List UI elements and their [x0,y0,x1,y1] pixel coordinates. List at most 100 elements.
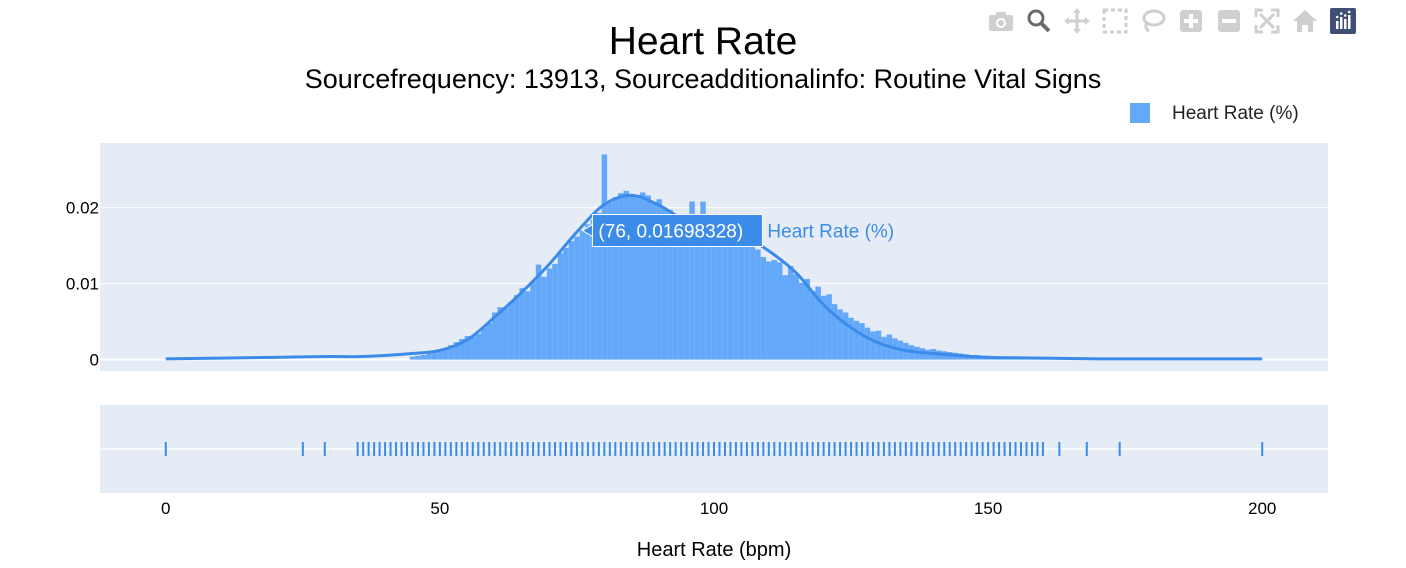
modebar [986,6,1366,36]
histogram-bar[interactable] [837,309,843,360]
histogram-bar[interactable] [415,355,421,360]
histogram-bar[interactable] [738,234,745,360]
histogram-bar[interactable] [579,230,586,360]
histogram-bar[interactable] [519,288,525,360]
histogram-bar[interactable] [694,214,701,360]
histogram-bar[interactable] [459,339,465,360]
legend[interactable]: Heart Rate (%) [1130,103,1299,124]
histogram-bar[interactable] [481,327,487,360]
histogram-bar[interactable] [486,323,492,360]
histogram-bar[interactable] [524,291,531,360]
histogram-bar[interactable] [442,348,449,360]
histogram-bar[interactable] [656,199,662,360]
histogram-bar[interactable] [831,304,838,360]
histogram-bar[interactable] [612,196,619,360]
histogram-bar[interactable] [508,301,514,360]
histogram-bar[interactable] [448,345,454,360]
histogram-bar[interactable] [453,342,460,360]
pan-icon[interactable] [1062,6,1092,36]
histogram-bar[interactable] [502,307,509,360]
histogram-bar[interactable] [870,331,876,360]
histogram-bar[interactable] [705,224,712,360]
autoscale-icon[interactable] [1252,6,1282,36]
histogram-bar[interactable] [820,295,827,360]
histogram-bar[interactable] [596,212,602,360]
histogram-bar[interactable] [409,356,416,360]
histogram-bar[interactable] [491,312,498,360]
histogram-bar[interactable] [530,281,536,360]
histogram-bar[interactable] [809,291,816,360]
histogram-bar[interactable] [650,202,657,360]
box-select-icon[interactable] [1100,6,1130,36]
histogram-bar[interactable] [574,236,580,360]
histogram-bar[interactable] [426,353,432,360]
plotly-logo-icon[interactable] [1328,6,1358,36]
histogram-bar[interactable] [431,352,438,360]
histogram-bar[interactable] [541,276,547,360]
histogram-bar[interactable] [645,195,651,360]
histogram-bar[interactable] [711,227,717,360]
histogram-bar[interactable] [420,355,427,360]
histogram-bar[interactable] [842,312,849,360]
histogram-bar[interactable] [678,215,684,360]
zoom-icon[interactable] [1024,6,1054,36]
histogram-bar[interactable] [875,330,882,360]
histogram-bar[interactable] [788,266,794,360]
histogram-bar[interactable] [497,307,503,360]
histogram-bar[interactable] [798,282,805,360]
histogram-bar[interactable] [623,190,630,360]
histogram-bar[interactable] [727,228,734,360]
histogram-bar[interactable] [535,264,542,360]
histogram-bar[interactable] [689,201,695,360]
histogram-bar[interactable] [716,228,723,360]
histogram-bar[interactable] [557,253,564,360]
histogram-bar[interactable] [552,263,558,360]
histogram-bar[interactable] [585,224,591,360]
histogram-bar[interactable] [771,260,778,360]
histogram-bar[interactable] [749,241,756,360]
histogram-bar[interactable] [733,234,739,360]
histogram-bar[interactable] [881,336,887,360]
histogram-bar[interactable] [859,323,865,360]
histogram-bar[interactable] [634,196,640,360]
histogram-bar[interactable] [546,268,553,360]
histogram-bar[interactable] [766,261,772,360]
histogram-bar[interactable] [667,209,673,360]
histogram-bar[interactable] [815,286,821,360]
histogram-bar[interactable] [925,349,931,360]
histogram-bar[interactable] [864,327,871,360]
lasso-icon[interactable] [1138,6,1168,36]
home-icon[interactable] [1290,6,1320,36]
histogram-bar[interactable] [777,262,783,360]
histogram-bar[interactable] [470,336,476,360]
histogram-bar[interactable] [661,207,668,360]
histogram-bar[interactable] [464,336,471,360]
histogram-bar[interactable] [513,295,520,360]
histogram-bar[interactable] [760,257,767,360]
histogram-bar[interactable] [629,193,635,360]
histogram-bar[interactable] [563,247,569,360]
histogram-bar[interactable] [826,294,832,360]
histogram-bar[interactable] [782,275,789,360]
histogram-bar[interactable] [568,241,575,360]
histogram-bar[interactable] [437,350,443,360]
histogram-bar[interactable] [607,202,613,360]
histogram-bar[interactable] [744,239,750,360]
histogram-bar[interactable] [618,193,624,360]
histogram-bar[interactable] [755,249,761,360]
histogram-bar[interactable] [683,219,690,360]
histogram-bar[interactable] [601,154,608,360]
histogram-bar[interactable] [848,317,854,360]
histogram-bar[interactable] [475,333,482,360]
histogram-bar[interactable] [793,274,799,360]
histogram-bar[interactable] [672,215,679,360]
histogram-bar[interactable] [722,232,728,360]
histogram-bar[interactable] [804,279,810,360]
camera-icon[interactable] [986,6,1016,36]
histogram-bar[interactable] [853,320,860,360]
zoom-in-icon[interactable] [1176,6,1206,36]
histogram-bar[interactable] [639,192,646,360]
histogram-bar[interactable] [700,201,706,360]
zoom-out-icon[interactable] [1214,6,1244,36]
histogram-bar[interactable] [590,219,597,360]
